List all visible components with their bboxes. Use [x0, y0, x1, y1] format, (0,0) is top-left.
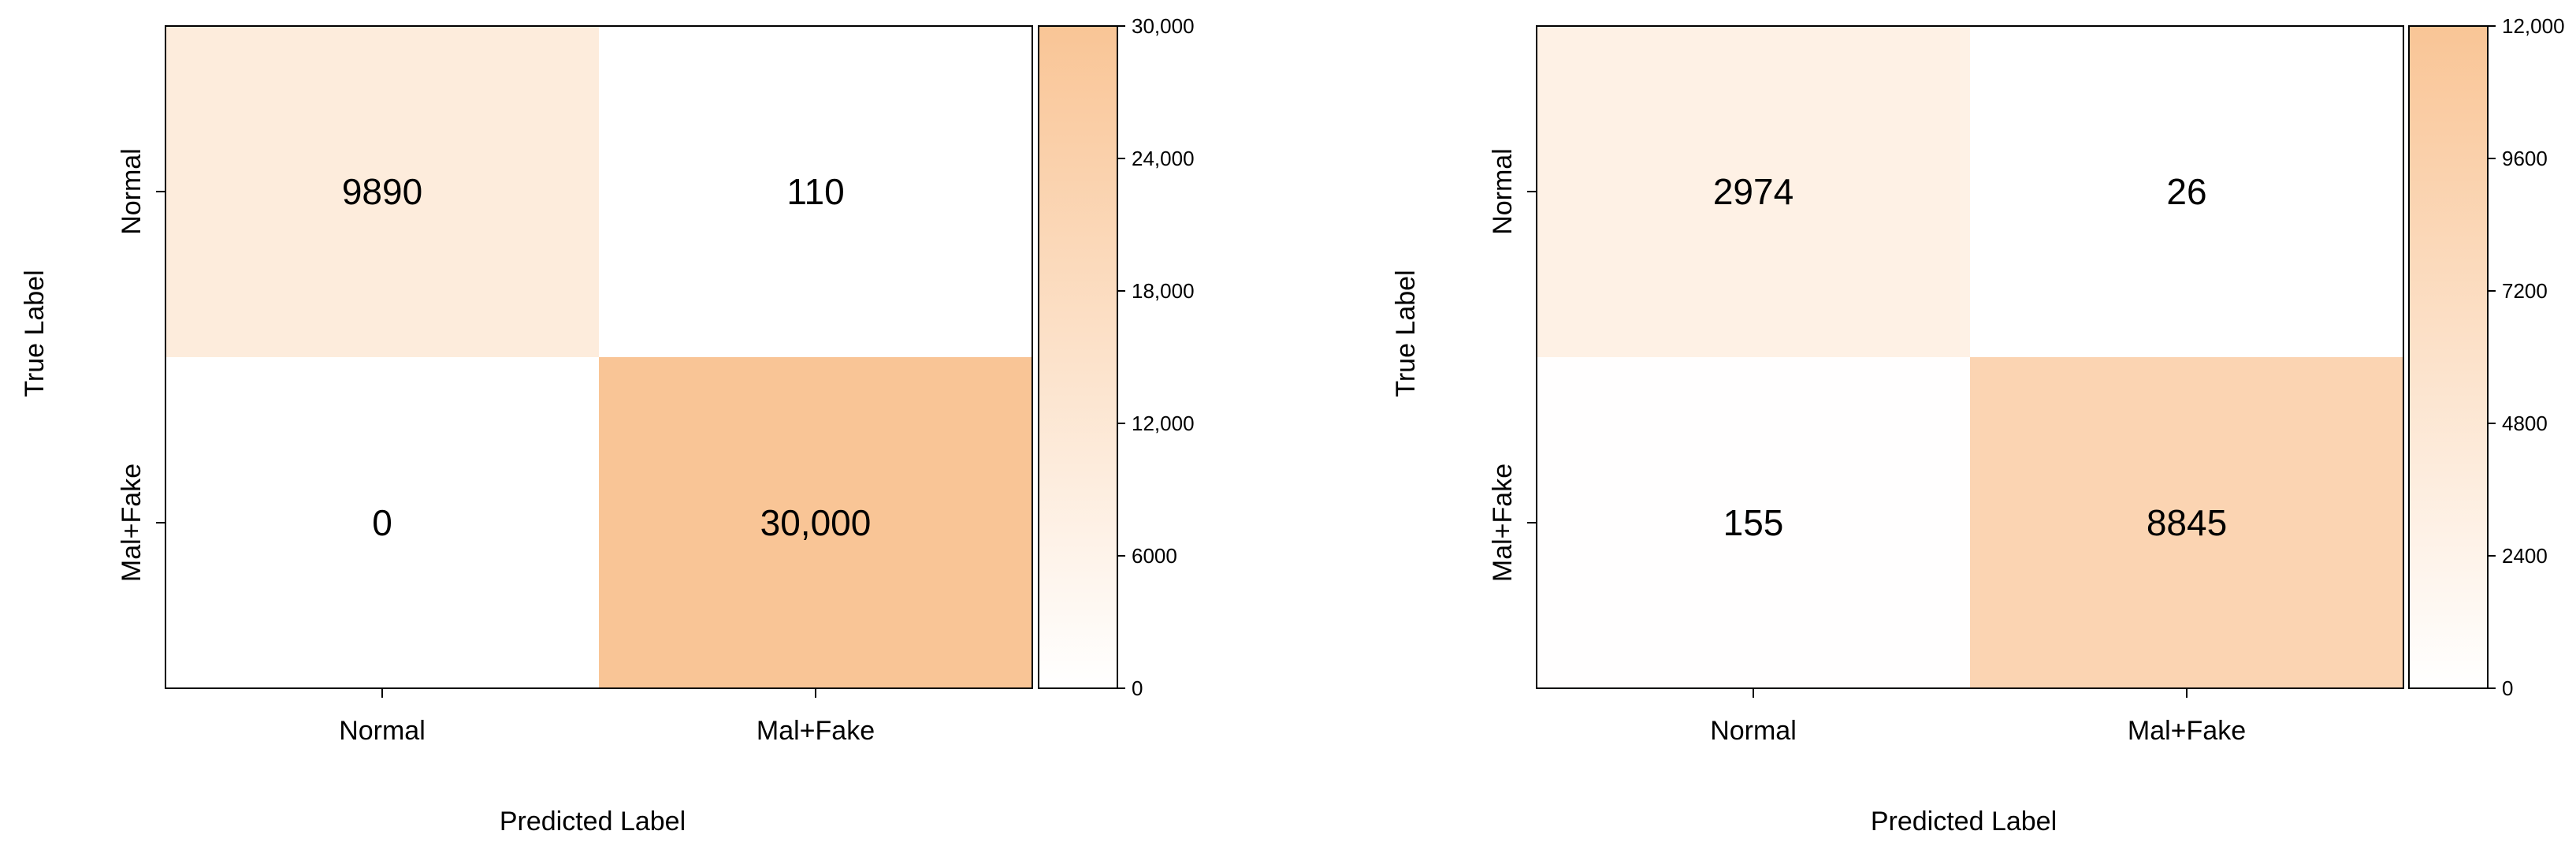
- x-tick-label: Mal+Fake: [756, 716, 875, 746]
- heatmap-cell: [1970, 26, 2403, 357]
- colorbar-tick-label: 7200: [2502, 279, 2548, 303]
- colorbar-tick-label: 12,000: [1132, 412, 1195, 435]
- heatmap-cell: [1970, 357, 2403, 688]
- heatmap-cell: [599, 26, 1032, 357]
- confusion-matrix-panel-1: 9890 110 0 30,000 Normal Mal+Fake Normal Mal+Fa…: [20, 14, 1195, 836]
- cell-value-label: 30,000: [760, 502, 872, 543]
- colorbar-tick-label: 9600: [2502, 147, 2548, 170]
- cell-value-label: 155: [1723, 502, 1784, 543]
- colorbar-tick-label: 0: [1132, 676, 1143, 700]
- colorbar-tick-label: 30,000: [1132, 14, 1195, 38]
- y-tick-label: Mal+Fake: [1488, 464, 1518, 582]
- x-axis-title: Predicted Label: [1871, 807, 2057, 836]
- cell-value-label: 110: [786, 171, 844, 212]
- colorbar: [2408, 25, 2489, 689]
- cell-value-label: 2974: [1713, 171, 1794, 212]
- x-tick-label: Mal+Fake: [2128, 716, 2246, 746]
- colorbar-tick-label: 24,000: [1132, 147, 1195, 170]
- colorbar-tick-label: 4800: [2502, 412, 2548, 435]
- y-axis-title: True Label: [1391, 270, 1421, 397]
- heatmap-cell: [1537, 26, 1970, 357]
- colorbar-tick-label: 12,000: [2502, 14, 2565, 38]
- colorbar: [1038, 25, 1118, 689]
- cell-value-label: 0: [372, 502, 392, 543]
- cell-value-label: 9890: [342, 171, 422, 212]
- cell-value-label: 26: [2166, 171, 2206, 212]
- colorbar-tick-label: 0: [2502, 676, 2513, 700]
- heatmap-cell: [165, 26, 599, 357]
- confusion-matrix-panel-2: 2974 26 155 8845 Normal Mal+Fake Normal Mal+Fak…: [1391, 14, 2565, 836]
- plot-frame: [1536, 25, 2404, 689]
- y-tick-label: Normal: [1488, 148, 1518, 235]
- colorbar-tick-label: 2400: [2502, 544, 2548, 568]
- x-tick-label: Normal: [1710, 716, 1797, 746]
- x-tick-label: Normal: [339, 716, 426, 746]
- colorbar-tick-label: 6000: [1132, 544, 1177, 568]
- heatmap-cell: [165, 357, 599, 688]
- y-axis-title: True Label: [20, 270, 50, 397]
- heatmap-cell: [599, 357, 1032, 688]
- heatmap-cell: [1537, 357, 1970, 688]
- plot-frame: [165, 25, 1033, 689]
- y-tick-label: Normal: [117, 148, 147, 235]
- colorbar-tick-label: 18,000: [1132, 279, 1195, 303]
- x-axis-title: Predicted Label: [500, 807, 686, 836]
- cell-value-label: 8845: [2147, 502, 2227, 543]
- y-tick-label: Mal+Fake: [117, 464, 147, 582]
